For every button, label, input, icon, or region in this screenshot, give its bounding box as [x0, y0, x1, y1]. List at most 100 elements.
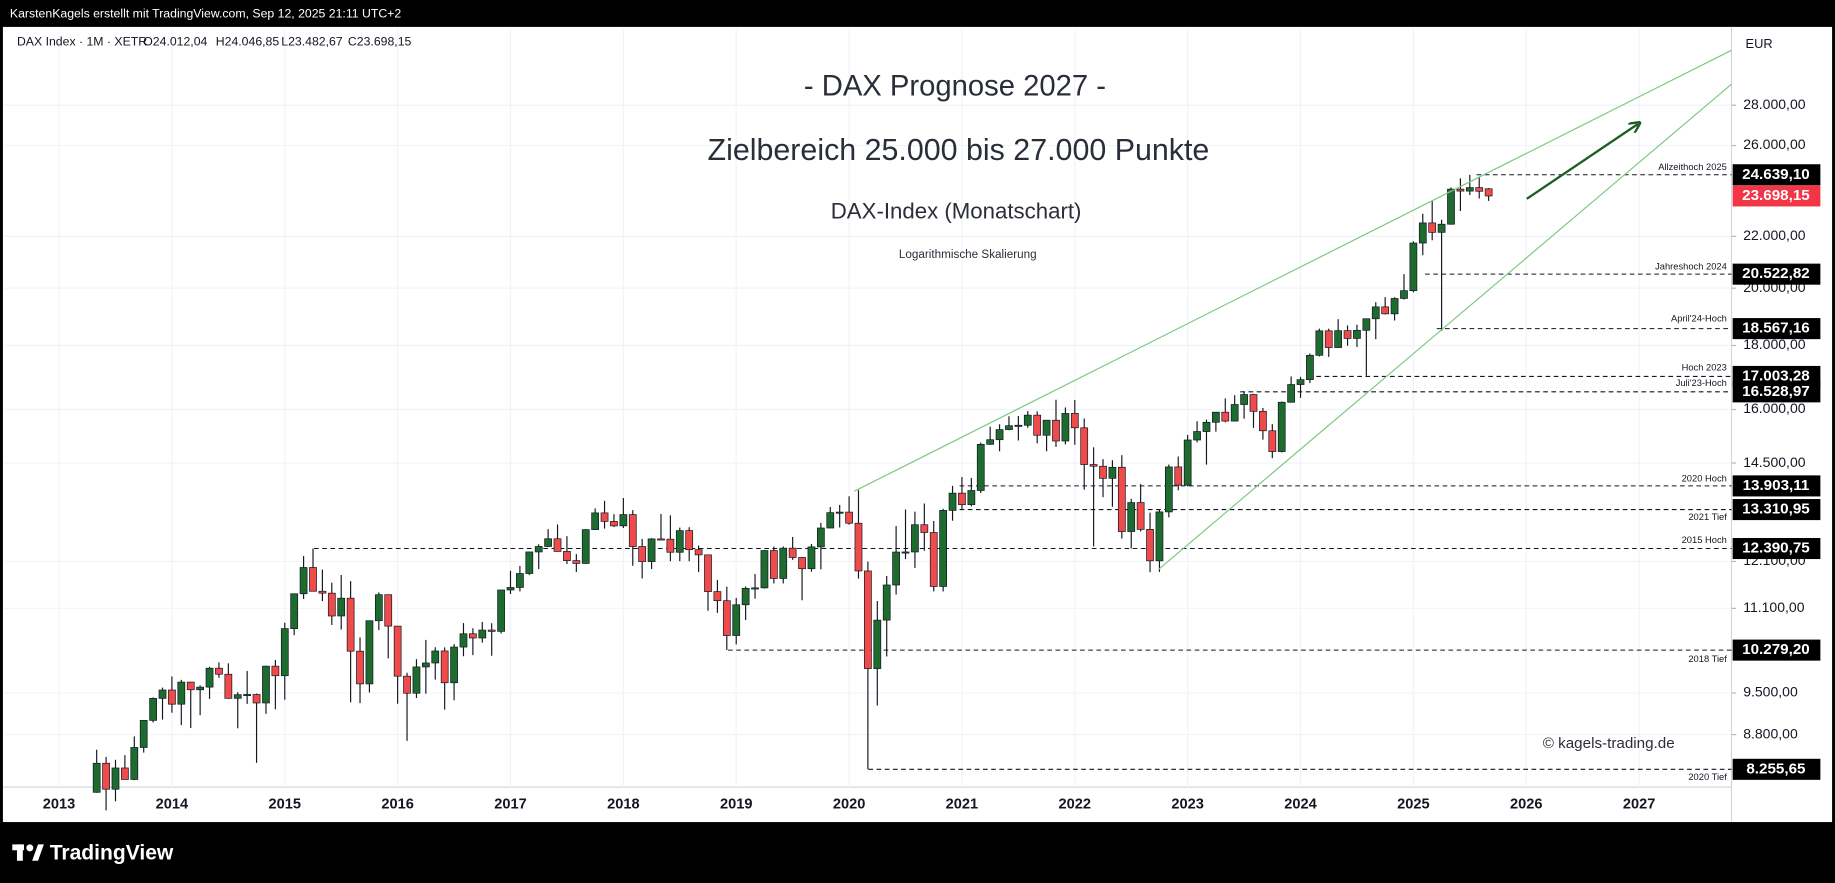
- candle-body: [779, 547, 788, 579]
- logo-shape: [26, 844, 34, 852]
- candle-body: [995, 429, 1004, 441]
- candle-body: [1005, 425, 1013, 430]
- x-tick-label: 2015: [269, 797, 302, 813]
- candle-body: [657, 538, 665, 541]
- watermark: © kagels-trading.de: [1543, 735, 1675, 752]
- candle-body: [243, 694, 252, 696]
- last-price-box: [1732, 185, 1821, 207]
- candle-body: [798, 557, 806, 570]
- candle-body: [1089, 464, 1098, 467]
- x-tick-label: 2016: [381, 797, 414, 813]
- price-label: 24.639,10: [1742, 166, 1810, 183]
- candle-body: [807, 546, 816, 570]
- logo-shape: [16, 844, 23, 861]
- header-credit: KarstenKagels erstellt mit TradingView.c…: [10, 6, 401, 20]
- candle-body: [563, 551, 571, 561]
- candle-body: [92, 762, 101, 793]
- price-label-box: [1732, 263, 1821, 285]
- footer-brand[interactable]: TradingView: [50, 841, 174, 864]
- candles: [92, 174, 1493, 811]
- x-tick-label: 2021: [946, 797, 979, 813]
- tradingview-logo: [12, 844, 44, 861]
- candle-body: [1146, 529, 1154, 562]
- candle-body: [1353, 329, 1361, 339]
- candle-body: [967, 490, 976, 505]
- x-tick-label: 2022: [1059, 797, 1092, 813]
- candle-body: [628, 514, 637, 547]
- candle-body: [1042, 419, 1051, 436]
- x-tick-label: 2020: [833, 797, 866, 813]
- candle-body: [1070, 413, 1079, 429]
- currency-label: EUR: [1746, 36, 1773, 51]
- candle-body: [102, 762, 110, 790]
- candle-body: [403, 675, 411, 694]
- candle-body: [835, 511, 844, 514]
- candle-body: [864, 570, 872, 669]
- candle-body: [581, 529, 590, 564]
- candle-body: [948, 492, 957, 511]
- price-label: 17.003,28: [1742, 367, 1810, 384]
- candle-body: [1475, 187, 1484, 192]
- y-tick-label: 14.500,00: [1743, 454, 1806, 470]
- ohlc-low: L23.482,67: [281, 34, 343, 48]
- candle-body: [826, 512, 835, 529]
- candle-body: [280, 628, 289, 677]
- x-tick-label: 2026: [1510, 797, 1543, 813]
- candle-body: [365, 620, 374, 685]
- candle-body: [1193, 431, 1201, 441]
- candle-body: [1127, 502, 1136, 532]
- candle-body: [1447, 188, 1455, 225]
- price-label-box: [1732, 475, 1821, 497]
- price-label: 13.310,95: [1742, 501, 1810, 518]
- candle-body: [1202, 421, 1211, 432]
- candle-body: [1418, 222, 1427, 244]
- levels: Allzeithoch 2025 Jahreshoch 2024 April'24-…: [314, 162, 1732, 782]
- candle-body: [713, 591, 722, 602]
- x-tick-label: 2018: [607, 797, 640, 813]
- candle-body: [1108, 466, 1117, 479]
- logo-shape: [32, 844, 44, 861]
- level-name: April'24-Hoch: [1671, 314, 1727, 324]
- candle-body: [939, 510, 947, 587]
- trend-line-lower: [1158, 83, 1732, 571]
- candle-body: [1033, 414, 1042, 436]
- candle-body: [224, 673, 233, 699]
- candle-body: [882, 584, 891, 621]
- candle-body: [1437, 223, 1446, 233]
- candle-body: [215, 667, 223, 675]
- candle-body: [722, 600, 731, 636]
- candle-body: [121, 767, 129, 780]
- candle-body: [346, 597, 355, 652]
- chart-label: DAX-Index (Monatschart): [831, 199, 1082, 224]
- ohlc-close: C23.698,15: [348, 34, 412, 48]
- candle-body: [1362, 318, 1371, 331]
- chart-title: - DAX Prognose 2027 -: [804, 70, 1106, 102]
- candle-body: [459, 633, 468, 648]
- level-name: 2015 Hoch: [1682, 535, 1727, 545]
- candle-body: [1174, 466, 1183, 486]
- y-tick-label: 28.000,00: [1743, 96, 1806, 112]
- candle-body: [1268, 430, 1277, 452]
- candle-body: [290, 593, 299, 629]
- candle-body: [1428, 222, 1437, 233]
- candle-body: [252, 694, 261, 704]
- candle-body: [760, 550, 769, 589]
- candle-body: [817, 527, 825, 548]
- candle-body: [374, 594, 383, 622]
- candle-body: [469, 633, 477, 639]
- level-name: 2021 Tief: [1688, 512, 1727, 522]
- candle-body: [901, 551, 910, 554]
- candle-body: [1080, 427, 1089, 465]
- candle-body: [1099, 465, 1107, 479]
- level-name: Jahreshoch 2024: [1655, 262, 1727, 272]
- candle-body: [318, 590, 327, 594]
- x-tick-label: 2025: [1397, 797, 1430, 813]
- candle-body: [1221, 411, 1230, 422]
- candle-body: [647, 538, 656, 562]
- candle-body: [421, 662, 430, 668]
- level-name: 2018 Tief: [1688, 654, 1727, 664]
- candle-body: [1052, 419, 1060, 442]
- price-label: 20.522,82: [1742, 265, 1810, 282]
- candle-body: [158, 689, 167, 699]
